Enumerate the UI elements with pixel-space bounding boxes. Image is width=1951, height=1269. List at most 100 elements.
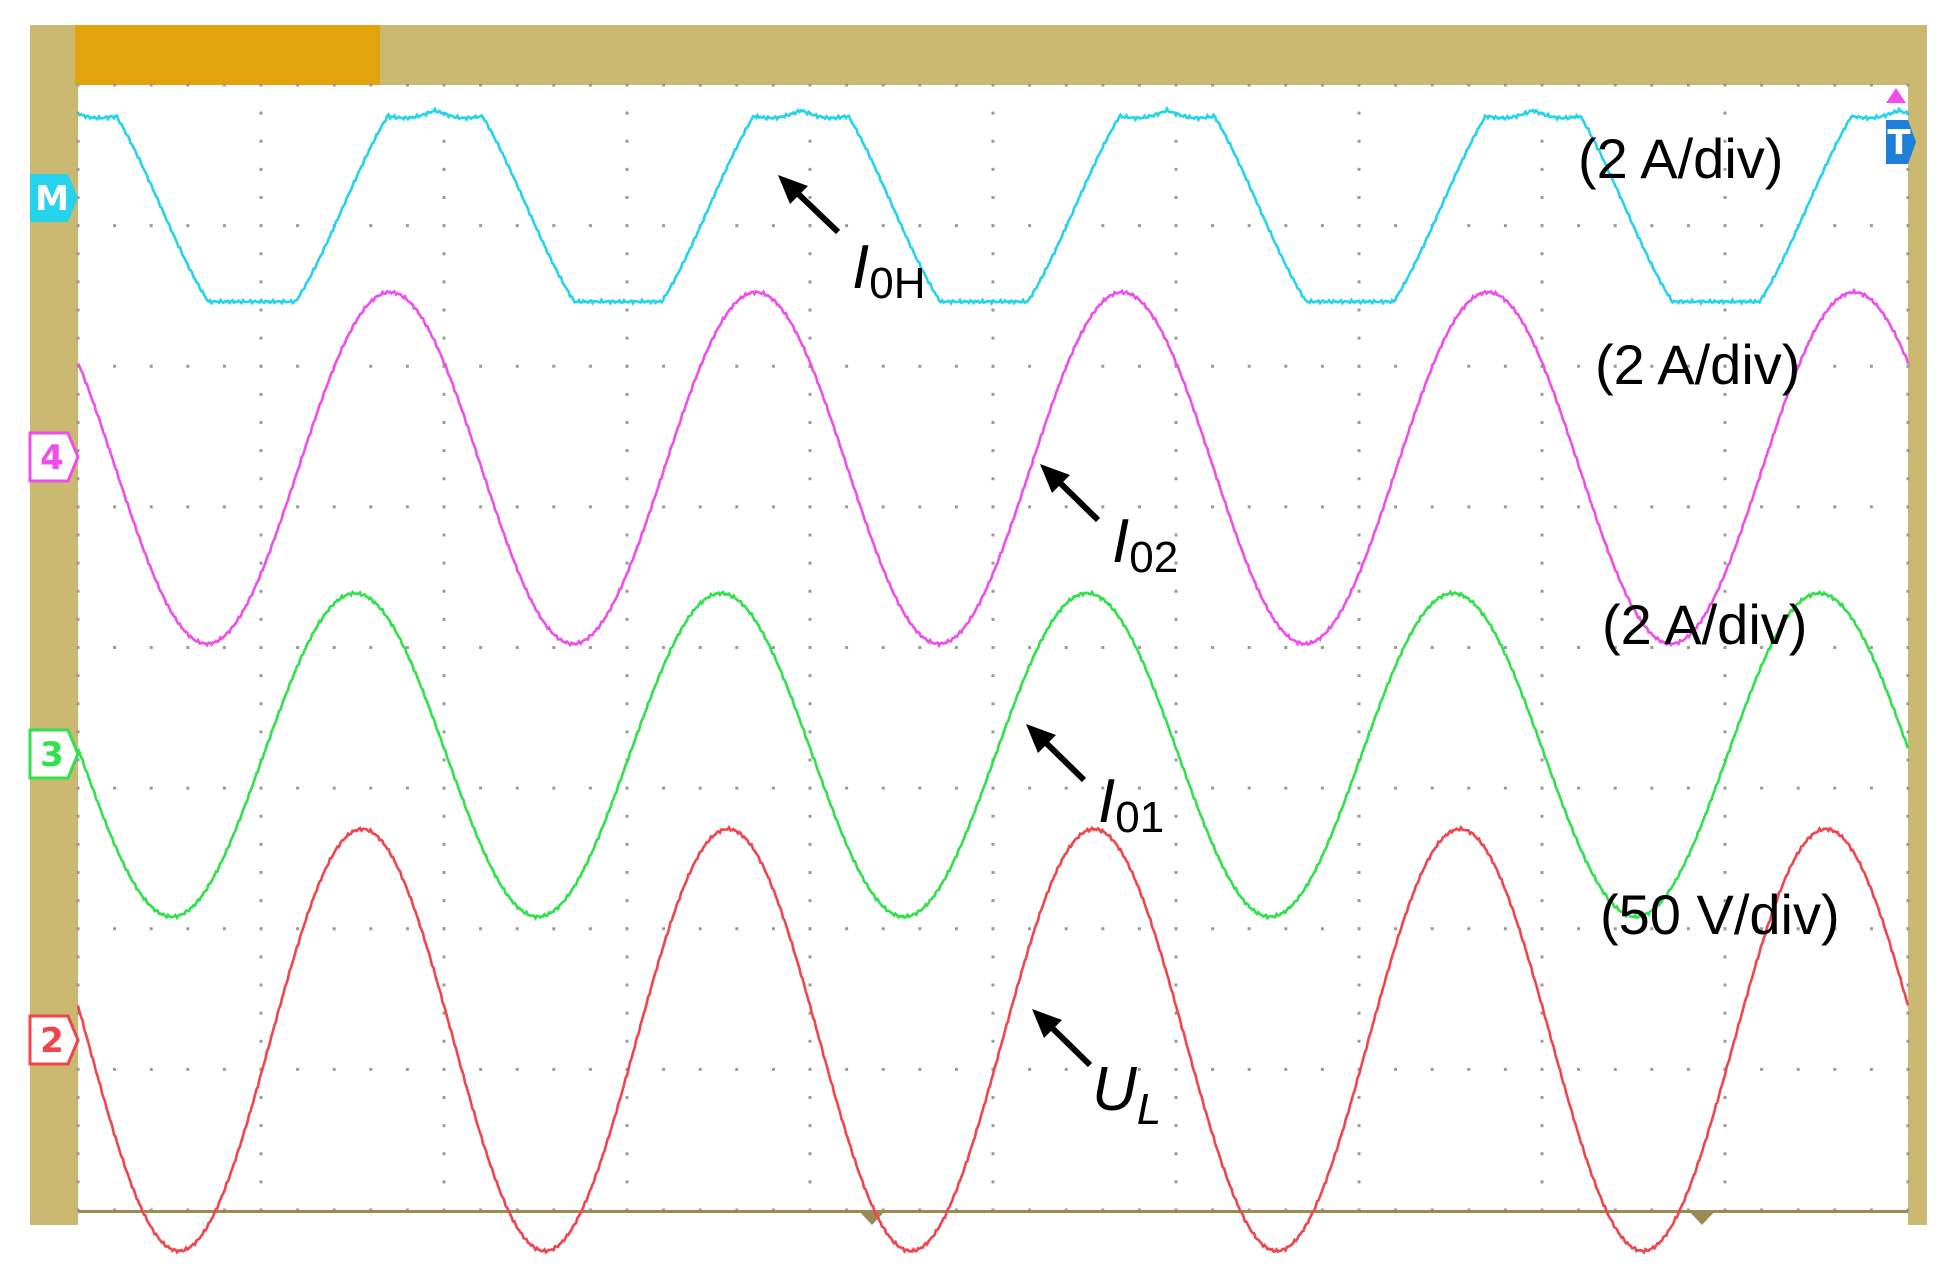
grid-dot (1174, 814, 1178, 818)
grid-dot (1723, 505, 1727, 509)
grid-dot (259, 814, 263, 818)
grid-dot (259, 617, 263, 621)
grid-dot (808, 224, 812, 228)
grid-dot (625, 477, 629, 481)
grid-dot (515, 83, 519, 87)
grid-dot (1723, 421, 1727, 424)
grid-dot (515, 364, 519, 368)
grid-dot (515, 224, 519, 228)
grid-dot (259, 786, 263, 790)
grid-dot (918, 83, 922, 87)
grid-dot (1723, 899, 1727, 903)
grid-dot (186, 364, 190, 368)
trigger-marker-T[interactable]: T (1886, 120, 1916, 164)
grid-dot (1028, 83, 1032, 87)
grid-dot (1320, 364, 1324, 368)
grid-dot (1174, 674, 1178, 678)
grid-dot (991, 224, 995, 228)
grid-dot (1467, 786, 1471, 790)
grid-dot (881, 646, 885, 649)
grid-dot (442, 1152, 446, 1156)
grid-dot (149, 1067, 153, 1071)
grid-dot (259, 646, 263, 649)
grid-dot (1247, 505, 1251, 509)
grid-dot (1723, 646, 1727, 649)
grid-dot (259, 280, 263, 284)
grid-dot (296, 505, 300, 509)
grid-dot (76, 196, 80, 199)
grid-dot (1833, 646, 1837, 649)
grid-dot (76, 308, 80, 312)
grid-dot (332, 786, 336, 790)
scale-label-4: (2 A/div) (1595, 333, 1800, 396)
channel-marker-3[interactable]: 3 (28, 728, 80, 780)
grid-dot (442, 842, 446, 846)
grid-dot (991, 83, 995, 87)
grid-dot (149, 646, 153, 649)
grid-dot (808, 505, 812, 509)
grid-dot (259, 955, 263, 959)
grid-dot (808, 533, 812, 537)
grid-dot (1650, 83, 1654, 87)
grid-dot (625, 561, 629, 565)
trigger-level-arrow-icon[interactable] (1886, 88, 1906, 103)
grid-dot (698, 927, 702, 931)
grid-dot (113, 505, 117, 509)
grid-dot (1174, 561, 1178, 565)
grid-dot (1723, 1011, 1727, 1015)
grid-dot (332, 1067, 336, 1071)
grid-dot (1723, 308, 1727, 312)
grid-dot (1686, 83, 1690, 87)
grid-dot (1686, 1067, 1690, 1071)
grid-dot (405, 364, 409, 368)
grid-dot (1174, 224, 1178, 228)
grid-dot (1174, 1124, 1178, 1128)
grid-dot (808, 280, 812, 284)
grid-dot (1723, 111, 1727, 115)
label-I02: I02 (1112, 507, 1178, 582)
channel-marker-2[interactable]: 2 (28, 1014, 80, 1066)
grid-dot (332, 646, 336, 649)
grid-dot (442, 1067, 446, 1071)
grid-dot (1540, 364, 1544, 368)
grid-dot (552, 364, 556, 368)
grid-dot (515, 927, 519, 931)
grid-dot (662, 786, 666, 790)
grid-dot (991, 280, 995, 284)
grid-dot (552, 786, 556, 790)
grid-dot (881, 927, 885, 931)
grid-dot (588, 786, 592, 790)
grid-dot (698, 83, 702, 87)
grid-dot (1211, 1067, 1215, 1071)
grid-dot (149, 786, 153, 790)
grid-dot (1174, 83, 1178, 87)
grid-dot (1723, 786, 1727, 790)
grid-dot (1357, 139, 1361, 143)
grid-dot (808, 730, 812, 734)
channel-marker-4[interactable]: 4 (28, 431, 80, 483)
grid-dot (1906, 814, 1910, 818)
grid-dot (259, 589, 263, 593)
grid-dot (259, 336, 263, 340)
grid-dot (991, 674, 995, 678)
grid-dot (625, 1096, 629, 1099)
grid-dot (1540, 730, 1544, 734)
grid-dot (808, 1039, 812, 1043)
grid-dot (991, 1039, 995, 1043)
grid-dot (808, 1180, 812, 1184)
grid-dot (1540, 1096, 1544, 1099)
grid-dot (405, 505, 409, 509)
grid-dot (552, 646, 556, 649)
grid-dot (76, 533, 80, 537)
grid-dot (662, 646, 666, 649)
channel-marker-M[interactable]: M (30, 174, 78, 222)
trace-I01 (76, 589, 1910, 921)
grid-dot (918, 224, 922, 228)
grid-dot (1174, 730, 1178, 734)
grid-dot (918, 505, 922, 509)
grid-dot (991, 842, 995, 846)
grid-dot (1723, 252, 1727, 256)
svg-text:4: 4 (40, 438, 64, 478)
grid-dot (625, 280, 629, 284)
grid-dot (1430, 1067, 1434, 1071)
